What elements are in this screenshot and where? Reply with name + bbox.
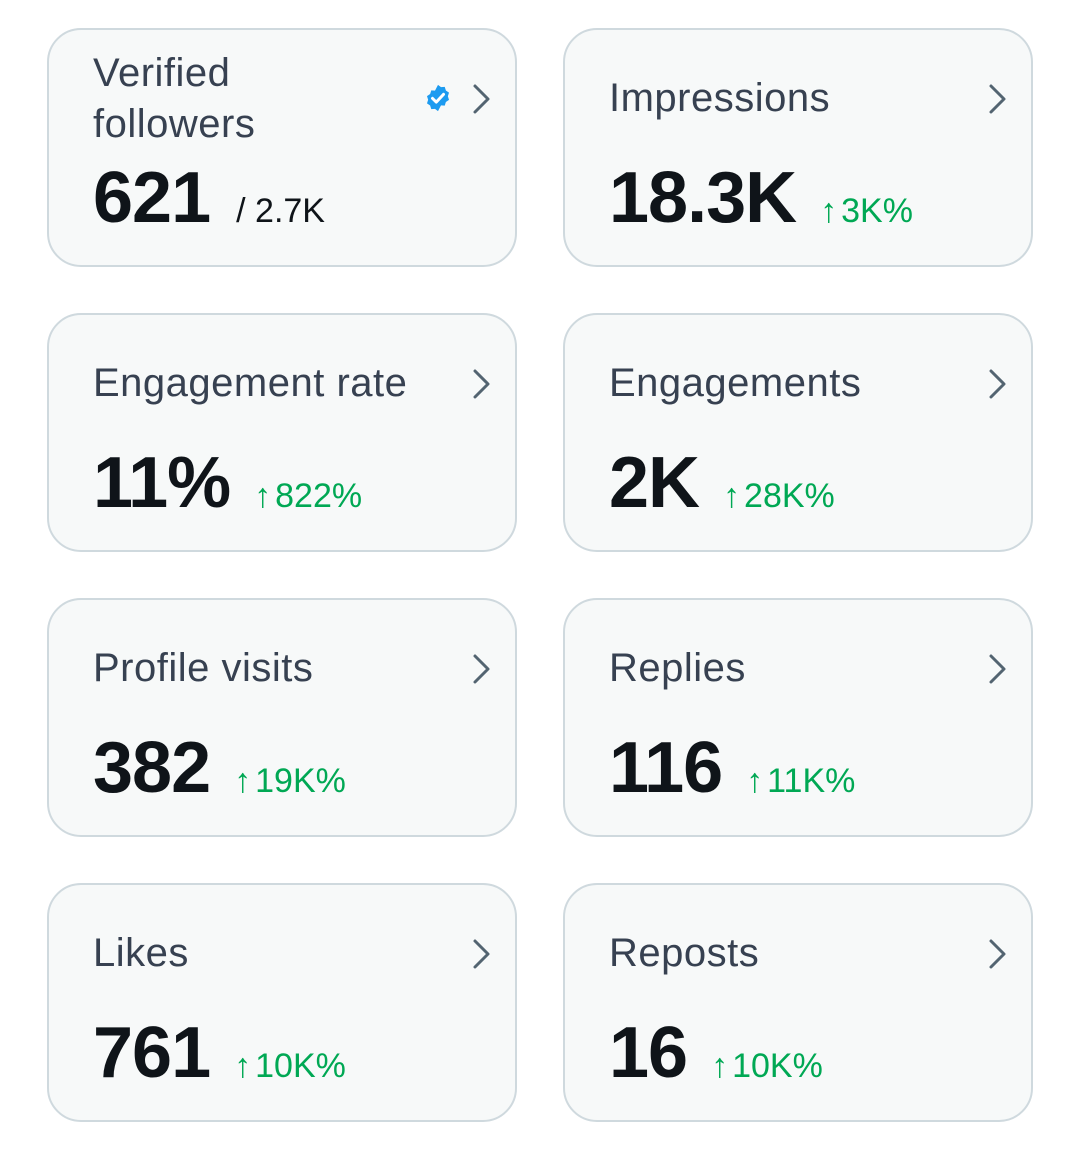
metric-delta-value: 19K% xyxy=(255,762,346,800)
metric-label: Engagement rate xyxy=(93,361,408,405)
chevron-right-icon xyxy=(989,654,1006,684)
metric-card-replies[interactable]: Replies 116 ↑ 11K% xyxy=(563,598,1033,837)
chevron-right-icon xyxy=(989,369,1006,399)
metric-label: Verified followers xyxy=(93,51,256,146)
metric-value: 18.3K xyxy=(609,158,797,238)
chevron-right-icon xyxy=(989,939,1006,969)
metric-delta-value: 3K% xyxy=(841,192,913,230)
metric-delta: ↑ 10K% xyxy=(234,1047,346,1086)
chevron-right-icon xyxy=(473,369,490,399)
metric-label: Engagements xyxy=(609,361,862,405)
chevron-right-icon xyxy=(473,654,490,684)
metric-card-likes[interactable]: Likes 761 ↑ 10K% xyxy=(47,883,517,1122)
arrow-up-icon: ↑ xyxy=(234,1047,252,1085)
chevron-right-icon xyxy=(989,84,1006,114)
metric-delta-value: 822% xyxy=(275,477,363,515)
metric-delta: ↑ 11K% xyxy=(746,762,855,801)
metric-delta: ↑ 10K% xyxy=(711,1047,823,1086)
metric-delta-value: 11K% xyxy=(767,762,856,800)
metric-delta-value: 28K% xyxy=(744,477,835,515)
metric-delta: ↑ 822% xyxy=(254,477,362,516)
arrow-up-icon: ↑ xyxy=(254,477,272,515)
metric-delta: ↑ 19K% xyxy=(234,762,346,801)
arrow-up-icon: ↑ xyxy=(746,762,764,800)
chevron-right-icon xyxy=(473,84,490,114)
arrow-up-icon: ↑ xyxy=(723,477,741,515)
metric-value: 11% xyxy=(93,443,231,523)
arrow-up-icon: ↑ xyxy=(234,762,252,800)
metric-card-engagement-rate[interactable]: Engagement rate 11% ↑ 822% xyxy=(47,313,517,552)
verified-badge-icon xyxy=(427,84,449,112)
metric-label: Reposts xyxy=(609,931,760,975)
metric-label: Replies xyxy=(609,646,746,690)
metric-value: 761 xyxy=(93,1013,211,1093)
metric-delta: ↑ 3K% xyxy=(820,192,913,231)
metric-label: Likes xyxy=(93,931,189,975)
metric-label: Profile visits xyxy=(93,646,314,690)
metric-value: 621 xyxy=(93,158,211,238)
metric-card-verified-followers[interactable]: Verified followers 621 / 2.7K xyxy=(47,28,517,267)
metric-value: 2K xyxy=(609,443,700,523)
chevron-right-icon xyxy=(473,939,490,969)
metric-value: 16 xyxy=(609,1013,688,1093)
metric-card-profile-visits[interactable]: Profile visits 382 ↑ 19K% xyxy=(47,598,517,837)
metric-card-engagements[interactable]: Engagements 2K ↑ 28K% xyxy=(563,313,1033,552)
metric-value: 382 xyxy=(93,728,211,808)
metric-card-reposts[interactable]: Reposts 16 ↑ 10K% xyxy=(563,883,1033,1122)
arrow-up-icon: ↑ xyxy=(711,1047,729,1085)
metric-card-impressions[interactable]: Impressions 18.3K ↑ 3K% xyxy=(563,28,1033,267)
metric-delta-value: 10K% xyxy=(255,1047,346,1085)
metric-value: 116 xyxy=(609,728,723,808)
metric-label: Impressions xyxy=(609,76,831,120)
arrow-up-icon: ↑ xyxy=(820,192,838,230)
metric-delta: ↑ 28K% xyxy=(723,477,835,516)
metric-total: / 2.7K xyxy=(236,192,325,230)
metric-delta-value: 10K% xyxy=(732,1047,823,1085)
